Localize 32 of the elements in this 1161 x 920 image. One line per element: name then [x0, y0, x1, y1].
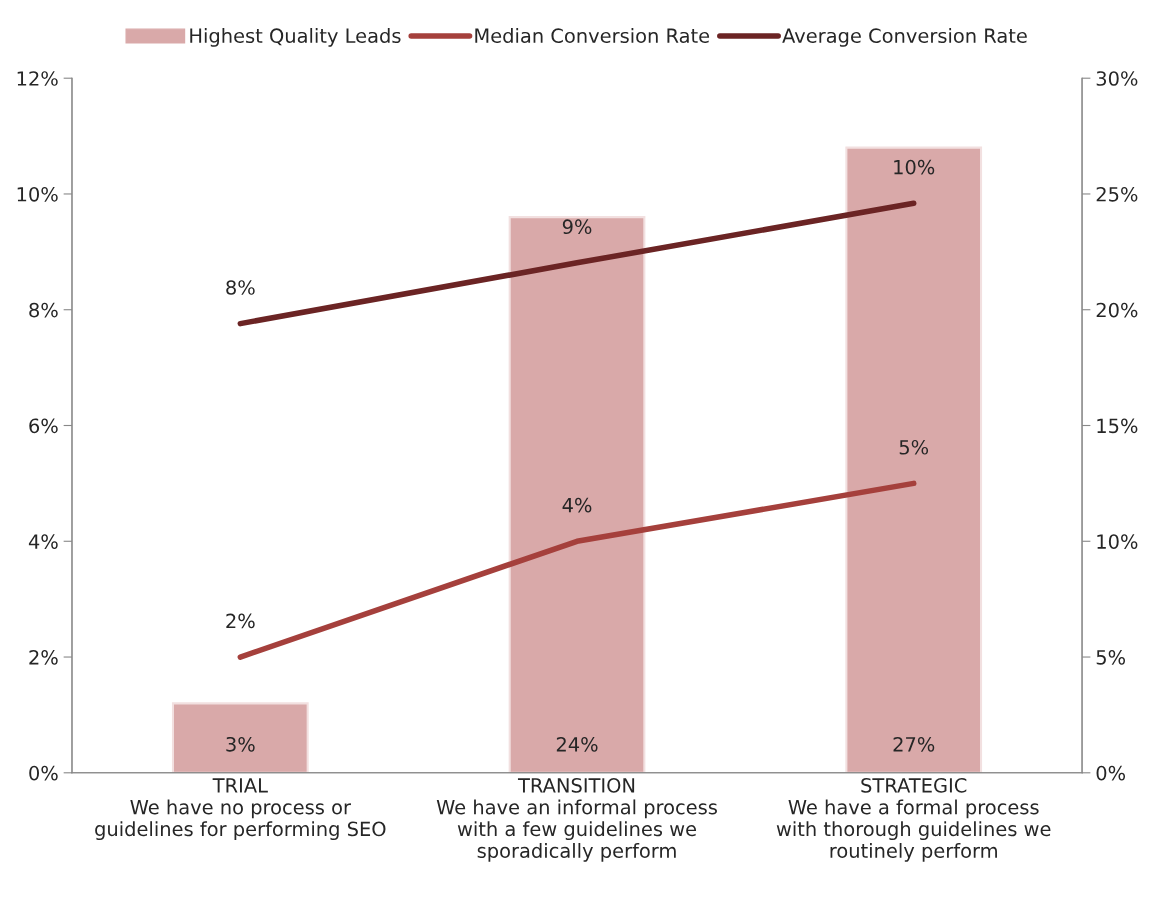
- y2-tick-label: 25%: [1096, 186, 1138, 202]
- y2-tick-label: 15%: [1097, 418, 1138, 434]
- y2-tick-label: 0%: [1096, 765, 1126, 781]
- x-tick-label: TRANSITION We have an informal process with a few guidelines we sporadically perform: [436, 778, 717, 862]
- y2-tick-label: 5%: [1096, 649, 1126, 665]
- data-label: 24%: [556, 736, 598, 752]
- data-label: 27%: [893, 736, 935, 752]
- y-tick-label: 2%: [29, 649, 58, 665]
- bar: [171, 702, 309, 773]
- y-tick-label: 0%: [29, 765, 58, 781]
- y2-tick-label: 30%: [1096, 71, 1138, 86]
- x-tick-label: TRIAL We have no process or guidelines for performing SEO: [95, 778, 386, 841]
- legend-label: Average Conversion Rate: [782, 27, 1027, 47]
- data-label: 2%: [226, 613, 255, 629]
- y-tick-label: 12%: [17, 71, 58, 86]
- data-label: 10%: [894, 159, 935, 175]
- legend-label: Median Conversion Rate: [475, 27, 710, 44]
- y2-tick-label: 20%: [1096, 302, 1138, 318]
- y-tick-label: 8%: [29, 302, 58, 318]
- legend-label: Highest Quality Leads: [190, 27, 401, 47]
- bar: [508, 216, 646, 773]
- y-tick-label: 10%: [17, 186, 58, 202]
- data-label: 4%: [562, 497, 592, 513]
- data-label: 8%: [226, 280, 255, 295]
- data-label: 5%: [899, 439, 929, 455]
- y-tick-label: 6%: [29, 418, 58, 434]
- x-tick-label: STRATEGIC We have a formal process with thorough guidelines we routinely perform: [776, 778, 1051, 862]
- bar: [845, 146, 983, 773]
- y-tick-label: 4%: [28, 534, 58, 549]
- data-label: 3%: [226, 736, 255, 752]
- y2-tick-label: 10%: [1097, 534, 1138, 549]
- data-label: 9%: [562, 219, 592, 235]
